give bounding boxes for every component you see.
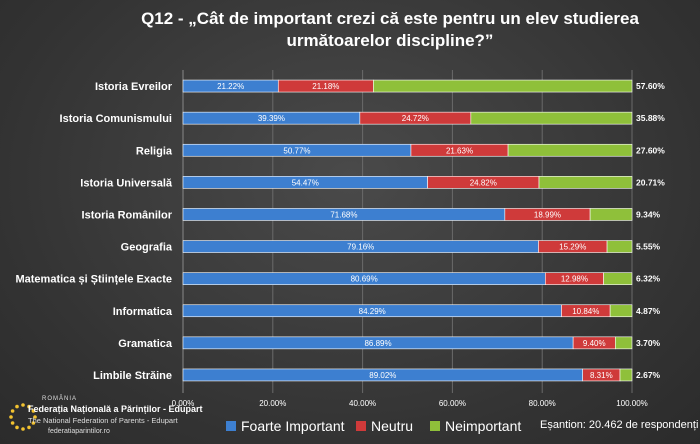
logo-url: federatiaparintilor.ro xyxy=(48,428,110,435)
legend-item-neutru: Neutru xyxy=(356,416,413,436)
bar-geografia-neimportant xyxy=(606,240,633,253)
data-label-limbile-straine-neimportant: 2.67% xyxy=(636,370,661,380)
data-label-limbile-straine-foarte-important: 89.02% xyxy=(369,371,396,380)
x-tick-label-3: 60.00% xyxy=(439,399,466,408)
bar-istoria-evreilor-neimportant xyxy=(373,79,633,93)
logo-country: ROMÂNIA xyxy=(42,396,78,402)
legend-swatch-neimportant xyxy=(430,421,440,431)
legend-label-foarte-important: Foarte Important xyxy=(241,418,345,434)
bar-religia-neimportant xyxy=(507,143,633,157)
category-label-istoria-romanilor: Istoria Românilor xyxy=(82,209,173,221)
data-label-religia-neutru: 21.63% xyxy=(446,146,473,155)
category-label-matematica-si-stiintele-exacte: Matematica și Științele Exacte xyxy=(15,274,172,286)
data-label-informatica-neimportant: 4.87% xyxy=(636,306,661,316)
legend-item-foarte-important: Foarte Important xyxy=(226,416,345,436)
category-label-geografia: Geografia xyxy=(121,242,173,254)
category-label-gramatica: Gramatica xyxy=(118,338,173,350)
category-label-limbile-straine: Limbile Străine xyxy=(93,370,172,382)
data-label-informatica-foarte-important: 84.29% xyxy=(359,307,386,316)
legend-label-neutru: Neutru xyxy=(371,418,414,434)
data-label-gramatica-neimportant: 3.70% xyxy=(636,338,661,348)
logo-name-en: The National Federation of Parents - Edu… xyxy=(28,416,178,425)
data-label-istoria-comunismului-neutru: 24.72% xyxy=(402,114,429,123)
bar-limbile-straine-neimportant xyxy=(619,368,633,382)
category-label-informatica: Informatica xyxy=(113,306,173,318)
category-label-religia: Religia xyxy=(136,145,173,157)
data-label-matematica-si-stiintele-exacte-neimportant: 6.32% xyxy=(636,274,661,284)
data-label-geografia-neutru: 15.29% xyxy=(559,243,586,252)
legend: Foarte Important Neutru Neimportant xyxy=(226,416,526,436)
x-tick-label-1: 20.00% xyxy=(259,399,286,408)
legend-swatch-neutru xyxy=(356,421,366,431)
data-label-gramatica-neutru: 9.40% xyxy=(583,339,606,348)
category-label-istoria-universala: Istoria Universală xyxy=(80,177,173,189)
data-label-matematica-si-stiintele-exacte-neutru: 12.98% xyxy=(561,275,588,284)
logo: ROMÂNIA Federația Națională a Părinților… xyxy=(4,396,224,442)
x-tick-label-0: 0.00% xyxy=(172,399,195,408)
data-label-istoria-evreilor-foarte-important: 21.22% xyxy=(217,82,244,91)
x-tick-label-4: 80.00% xyxy=(529,399,556,408)
legend-label-neimportant: Neimportant xyxy=(445,418,522,434)
logo-name: Federația Națională a Părinților - Edupa… xyxy=(28,404,203,414)
legend-swatch-foarte-important xyxy=(226,421,236,431)
bar-istoria-universala-neimportant xyxy=(538,176,633,189)
stars-circle-icon xyxy=(9,403,37,431)
data-label-istoria-romanilor-foarte-important: 71.68% xyxy=(330,210,357,219)
data-label-istoria-comunismului-neimportant: 35.88% xyxy=(636,113,665,123)
category-label-istoria-comunismului: Istoria Comunismului xyxy=(60,113,172,125)
sample-size-note: Eșantion: 20.462 de respondenți xyxy=(540,419,699,431)
legend-item-neimportant: Neimportant xyxy=(430,416,521,436)
data-label-geografia-foarte-important: 79.16% xyxy=(347,243,374,252)
bar-istoria-comunismului-neimportant xyxy=(470,111,633,125)
data-label-istoria-evreilor-neutru: 21.18% xyxy=(312,82,339,91)
bar-gramatica-neimportant xyxy=(615,336,633,350)
data-label-istoria-universala-neimportant: 20.71% xyxy=(636,177,665,187)
data-label-istoria-universala-neutru: 24.82% xyxy=(470,178,497,187)
bar-informatica-neimportant xyxy=(609,304,633,318)
x-tick-label-2: 40.00% xyxy=(349,399,376,408)
data-label-istoria-universala-foarte-important: 54.47% xyxy=(292,178,319,187)
bar-istoria-romanilor-neimportant xyxy=(589,208,633,221)
data-label-informatica-neutru: 10.84% xyxy=(572,307,599,316)
data-label-religia-neimportant: 27.60% xyxy=(636,145,665,155)
data-label-istoria-romanilor-neimportant: 9.34% xyxy=(636,209,661,219)
data-label-religia-foarte-important: 50.77% xyxy=(283,146,310,155)
data-label-geografia-neimportant: 5.55% xyxy=(636,242,661,252)
data-label-istoria-romanilor-neutru: 18.99% xyxy=(534,210,561,219)
bar-matematica-si-stiintele-exacte-neimportant xyxy=(603,272,633,285)
data-label-limbile-straine-neutru: 8.31% xyxy=(590,371,613,380)
x-tick-label-5: 100.00% xyxy=(616,399,648,408)
data-label-matematica-si-stiintele-exacte-foarte-important: 80.69% xyxy=(351,275,378,284)
category-label-istoria-evreilor: Istoria Evreilor xyxy=(95,81,173,93)
data-label-istoria-comunismului-foarte-important: 39.39% xyxy=(258,114,285,123)
chart-title: Q12 - „Cât de important crezi că este pe… xyxy=(141,9,639,50)
data-label-istoria-evreilor-neimportant: 57.60% xyxy=(636,81,665,91)
data-label-gramatica-foarte-important: 86.89% xyxy=(364,339,391,348)
